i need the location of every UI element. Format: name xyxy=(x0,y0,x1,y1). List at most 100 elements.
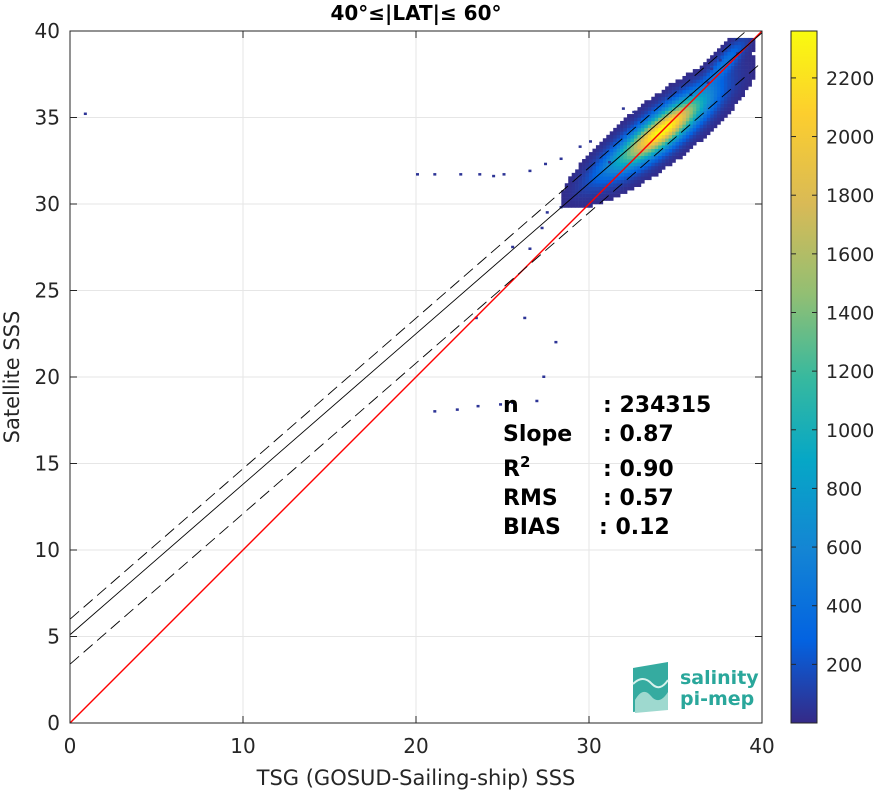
density-cell xyxy=(592,172,597,177)
density-cell xyxy=(644,169,649,174)
density-cell xyxy=(606,145,611,149)
density-cell xyxy=(637,162,642,167)
density-cell xyxy=(564,193,569,198)
density-cell xyxy=(744,37,749,42)
density-cell xyxy=(651,145,656,149)
density-cell xyxy=(651,152,656,156)
density-cell xyxy=(644,117,649,122)
density-cell xyxy=(609,148,614,153)
density-cell xyxy=(675,100,680,104)
density-cell xyxy=(685,110,690,115)
density-cell xyxy=(651,155,656,160)
density-cell xyxy=(692,72,697,77)
density-cell xyxy=(741,62,745,66)
density-cell xyxy=(710,69,714,73)
density-cell xyxy=(658,141,662,146)
density-cell xyxy=(571,200,576,205)
density-cell xyxy=(637,179,642,184)
density-cell xyxy=(692,138,697,143)
density-cell xyxy=(616,179,621,184)
density-cell xyxy=(575,204,579,208)
density-cell xyxy=(595,186,600,191)
density-cell xyxy=(685,72,690,77)
density-cell xyxy=(703,117,707,122)
density-cell xyxy=(706,65,711,70)
x-tick-label: 10 xyxy=(230,734,255,758)
density-cell xyxy=(727,100,732,104)
density-cell xyxy=(682,79,687,84)
density-cell xyxy=(661,93,666,98)
density-cell xyxy=(644,165,649,170)
density-cell xyxy=(644,110,649,115)
density-cell xyxy=(627,127,631,132)
density-cell xyxy=(623,183,628,187)
density-cell xyxy=(644,103,649,108)
density-cell xyxy=(713,65,718,70)
density-cell xyxy=(744,86,749,91)
density-cell xyxy=(627,183,631,187)
density-cell xyxy=(727,65,732,70)
density-cell xyxy=(703,82,707,87)
density-cell xyxy=(658,162,662,167)
density-cell xyxy=(647,155,652,160)
density-cell xyxy=(616,190,621,194)
density-cell xyxy=(658,134,662,139)
density-cell xyxy=(592,148,597,153)
density-cell xyxy=(703,72,707,77)
density-cell xyxy=(640,172,645,177)
x-axis-label: TSG (GOSUD-Sailing-ship) SSS xyxy=(256,766,576,790)
density-cell xyxy=(623,120,628,125)
density-cell xyxy=(661,162,666,167)
density-cell xyxy=(685,75,690,80)
density-cell xyxy=(672,141,676,146)
density-cell xyxy=(623,141,628,146)
density-cell xyxy=(730,79,735,84)
density-cell xyxy=(744,58,749,63)
density-cell xyxy=(699,65,704,70)
density-cell xyxy=(606,134,611,139)
density-cell xyxy=(717,114,721,118)
density-cell xyxy=(668,162,673,167)
density-cell xyxy=(606,159,611,163)
density-cell xyxy=(627,179,631,184)
density-cell xyxy=(620,148,624,153)
density-cell xyxy=(661,89,666,94)
density-cell xyxy=(647,107,652,111)
density-cell xyxy=(564,183,569,187)
density-cell xyxy=(720,100,725,104)
data-point xyxy=(83,112,87,116)
data-point xyxy=(523,316,527,320)
density-cell xyxy=(744,75,749,80)
data-point xyxy=(632,110,636,114)
density-cell xyxy=(616,183,621,187)
density-cell xyxy=(678,114,683,118)
density-cell xyxy=(575,179,579,184)
density-cell xyxy=(599,176,604,181)
density-cell xyxy=(644,100,649,104)
density-cell xyxy=(689,124,694,129)
density-cell xyxy=(651,134,656,139)
density-cell xyxy=(595,165,600,170)
density-cell xyxy=(699,131,704,136)
density-cell xyxy=(675,89,680,94)
density-cell xyxy=(723,48,728,53)
density-cell xyxy=(689,127,694,132)
density-cell xyxy=(713,51,718,56)
density-cell xyxy=(606,172,611,177)
density-cell xyxy=(651,110,656,115)
density-cell xyxy=(665,103,669,108)
data-point xyxy=(502,173,506,176)
density-cell xyxy=(609,169,614,174)
density-cell xyxy=(627,148,631,153)
density-cell xyxy=(640,152,645,156)
density-cell xyxy=(692,127,697,132)
density-cell xyxy=(672,131,676,136)
density-cell xyxy=(637,145,642,149)
density-cell xyxy=(616,138,621,143)
density-cell xyxy=(723,86,728,91)
density-cell xyxy=(672,82,676,87)
density-cell xyxy=(668,159,673,163)
data-point xyxy=(478,173,482,176)
density-cell xyxy=(717,55,721,59)
density-cell xyxy=(644,124,649,129)
